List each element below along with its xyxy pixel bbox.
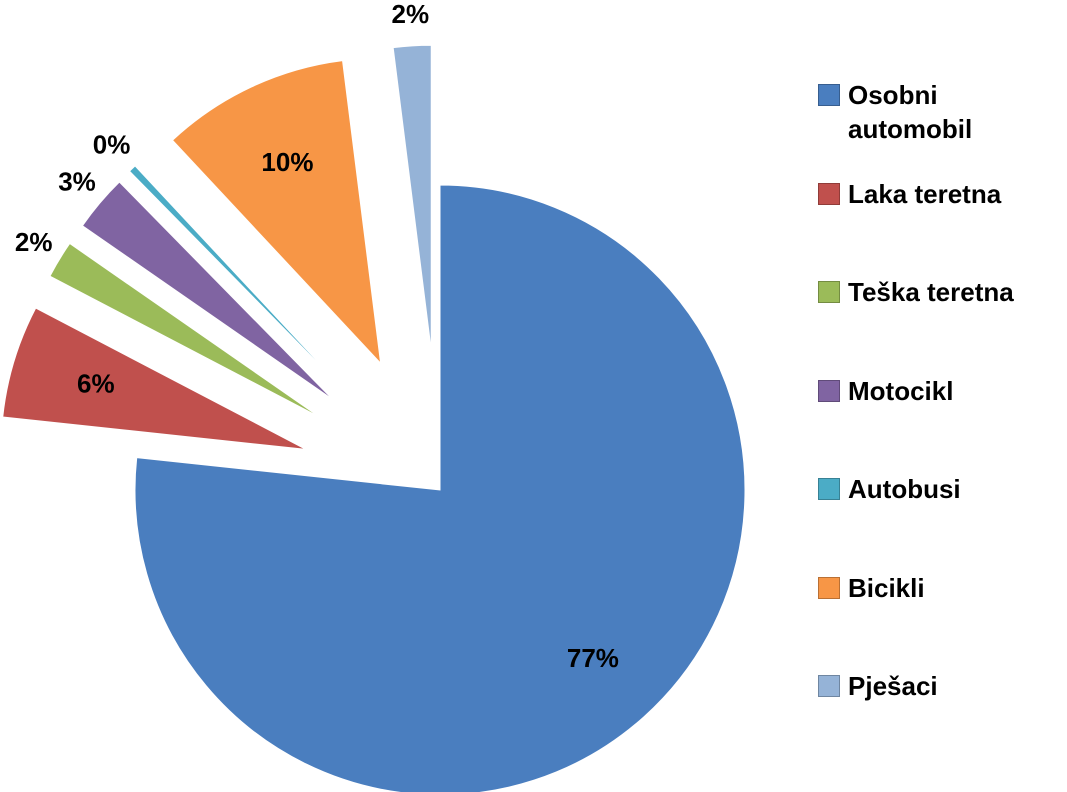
data-label: 3% <box>58 167 96 197</box>
data-label: 6% <box>77 369 115 399</box>
legend-item: Osobni automobil <box>818 78 1058 177</box>
legend-swatch <box>818 478 840 500</box>
pie-slice <box>49 242 321 418</box>
legend-label: Osobni automobil <box>848 80 973 144</box>
legend-item: Bicikli <box>818 571 1058 670</box>
data-label: 0% <box>93 130 131 160</box>
data-label: 2% <box>15 227 53 257</box>
pie-slice <box>392 44 432 351</box>
pie-slice <box>171 60 382 365</box>
data-label: 10% <box>261 147 313 177</box>
legend-item: Pješaci <box>818 669 1058 768</box>
pie-slice <box>128 165 344 390</box>
legend-swatch <box>818 675 840 697</box>
data-label: 77% <box>567 643 619 673</box>
data-label: 2% <box>392 0 430 29</box>
legend-swatch <box>818 84 840 106</box>
legend-item: Autobusi <box>818 472 1058 571</box>
chart: 77%6%2%3%0%10%2% <box>2 0 746 792</box>
legend-label: Motocikl <box>848 375 954 406</box>
legend-item: Teška teretna <box>818 275 1058 374</box>
legend-item: Motocikl <box>818 374 1058 473</box>
legend-item: Laka teretna <box>818 177 1058 276</box>
legend-label: Pješaci <box>848 671 938 701</box>
legend-label: Teška teretna <box>848 277 1014 307</box>
legend-swatch <box>818 379 840 402</box>
legend-label: Laka teretna <box>848 178 1002 209</box>
legend-swatch <box>818 281 840 303</box>
legend-label: Bicikli <box>848 572 925 603</box>
legend-label: Autobusi <box>848 474 961 504</box>
legend-swatch <box>818 576 840 599</box>
legend: Osobni automobil Laka teretna Teška teretn… <box>818 78 1058 768</box>
pie-slice <box>134 184 746 792</box>
pie-slice <box>81 181 334 401</box>
legend-swatch <box>818 182 840 205</box>
pie-slice <box>2 307 307 450</box>
